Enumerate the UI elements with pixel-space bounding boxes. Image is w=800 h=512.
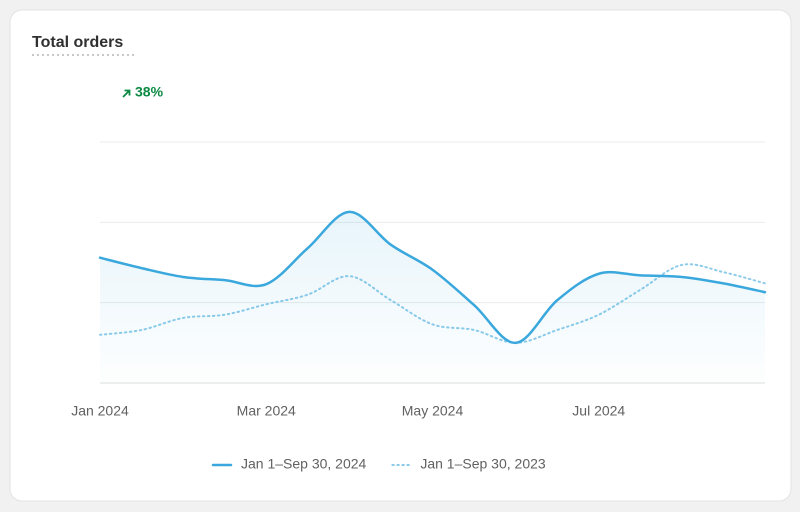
- x-tick-label: Jul 2024: [572, 403, 625, 419]
- x-tick-label: Jan 2024: [71, 403, 129, 419]
- change-badge: 38%: [135, 84, 164, 100]
- chart-title: Total orders: [32, 34, 123, 51]
- legend: Jan 1–Sep 30, 2024 Jan 1–Sep 30, 2023: [211, 456, 546, 472]
- up-arrow-icon: [122, 89, 131, 98]
- legend-label: Jan 1–Sep 30, 2023: [420, 456, 546, 472]
- area: [100, 211, 765, 383]
- plot: [98, 210, 767, 383]
- x-tick-label: Mar 2024: [237, 403, 296, 419]
- x-tick-label: May 2024: [402, 403, 464, 419]
- legend-label: Jan 1–Sep 30, 2024: [241, 456, 367, 472]
- line-series: [98, 210, 767, 345]
